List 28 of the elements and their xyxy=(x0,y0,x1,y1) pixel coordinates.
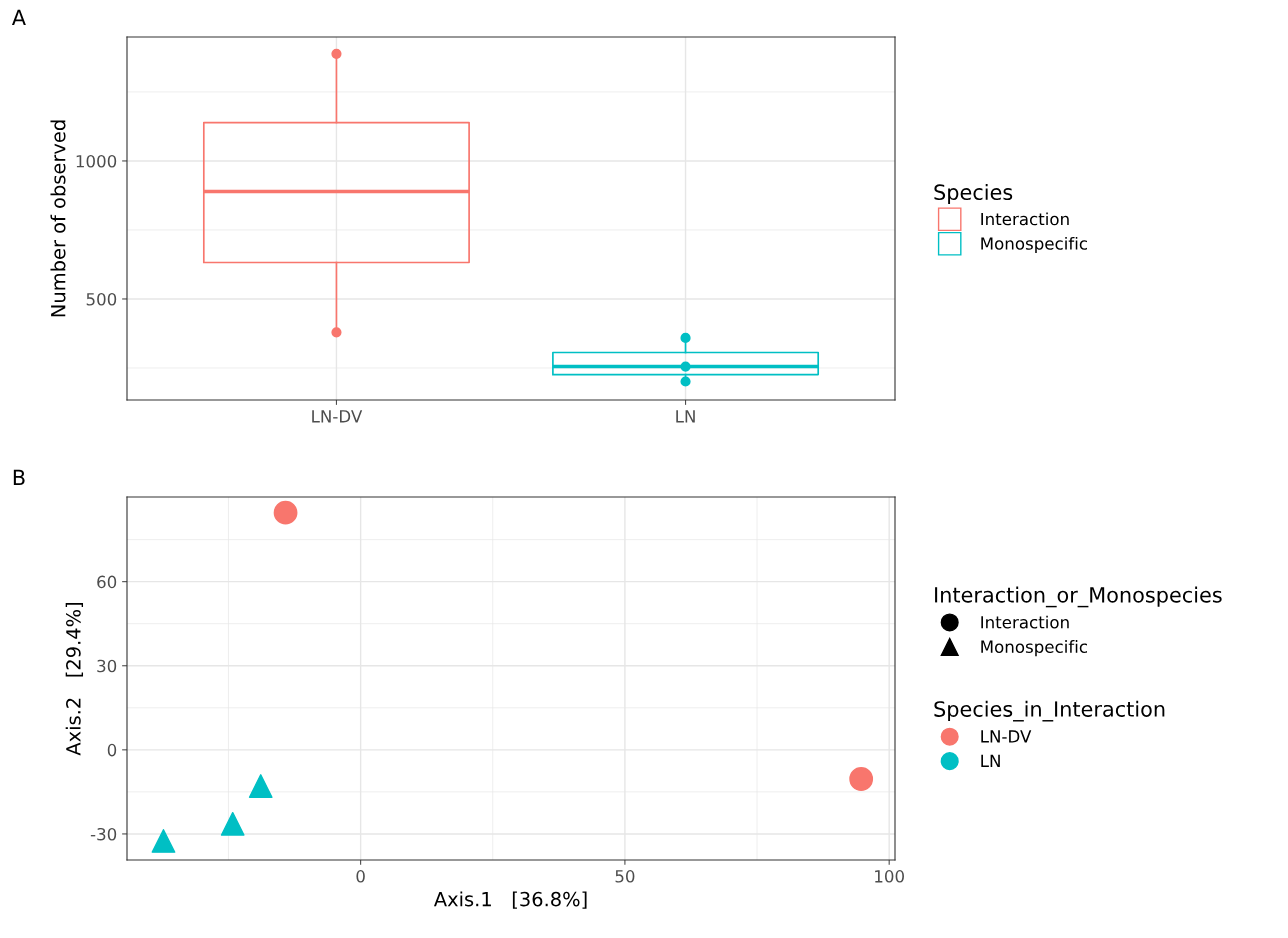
x-tick-label: 50 xyxy=(615,870,635,883)
text: Interaction xyxy=(981,615,1069,629)
chart-title: B xyxy=(13,469,25,486)
y-tick-label: 1000 xyxy=(76,154,117,168)
point xyxy=(248,774,273,798)
text: Species_in_Interaction xyxy=(934,700,1165,722)
x-tick-label: 100 xyxy=(875,870,904,883)
y-tick-label: 30 xyxy=(97,659,117,673)
chart-title: A xyxy=(11,9,26,26)
point xyxy=(849,767,874,791)
x-axis-title: Axis.1 [36.8%] xyxy=(433,891,587,909)
legend-label: Monospecific xyxy=(981,236,1087,254)
text: Monospecific xyxy=(981,640,1087,657)
y-axis-title: Number of observed xyxy=(50,120,66,317)
legend-label: Interaction xyxy=(981,212,1069,226)
text: LN xyxy=(981,754,1000,767)
text: LN-DV xyxy=(981,730,1032,743)
point xyxy=(273,500,298,525)
y-tick-label: 0 xyxy=(107,743,117,757)
point xyxy=(151,829,176,853)
y-tick-label: 60 xyxy=(97,575,117,589)
y-tick-label: 500 xyxy=(86,292,117,306)
legend-title: Species xyxy=(934,183,1013,205)
text: Interaction_or_Monospecies xyxy=(935,586,1222,608)
x-tick-label: 0 xyxy=(356,870,365,883)
y-tick-label: -30 xyxy=(90,827,117,841)
y-axis-title: Axis.2 [29.4%] xyxy=(65,602,84,756)
point xyxy=(220,811,245,836)
